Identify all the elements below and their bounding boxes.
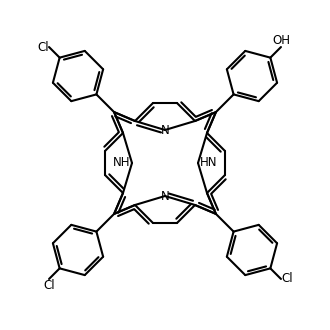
Text: N: N <box>161 123 169 137</box>
Text: NH: NH <box>113 156 130 170</box>
Text: N: N <box>161 189 169 203</box>
Text: Cl: Cl <box>37 41 49 53</box>
Text: OH: OH <box>272 34 290 47</box>
Text: Cl: Cl <box>281 273 293 285</box>
Text: Cl: Cl <box>43 279 55 292</box>
Text: HN: HN <box>200 156 217 170</box>
